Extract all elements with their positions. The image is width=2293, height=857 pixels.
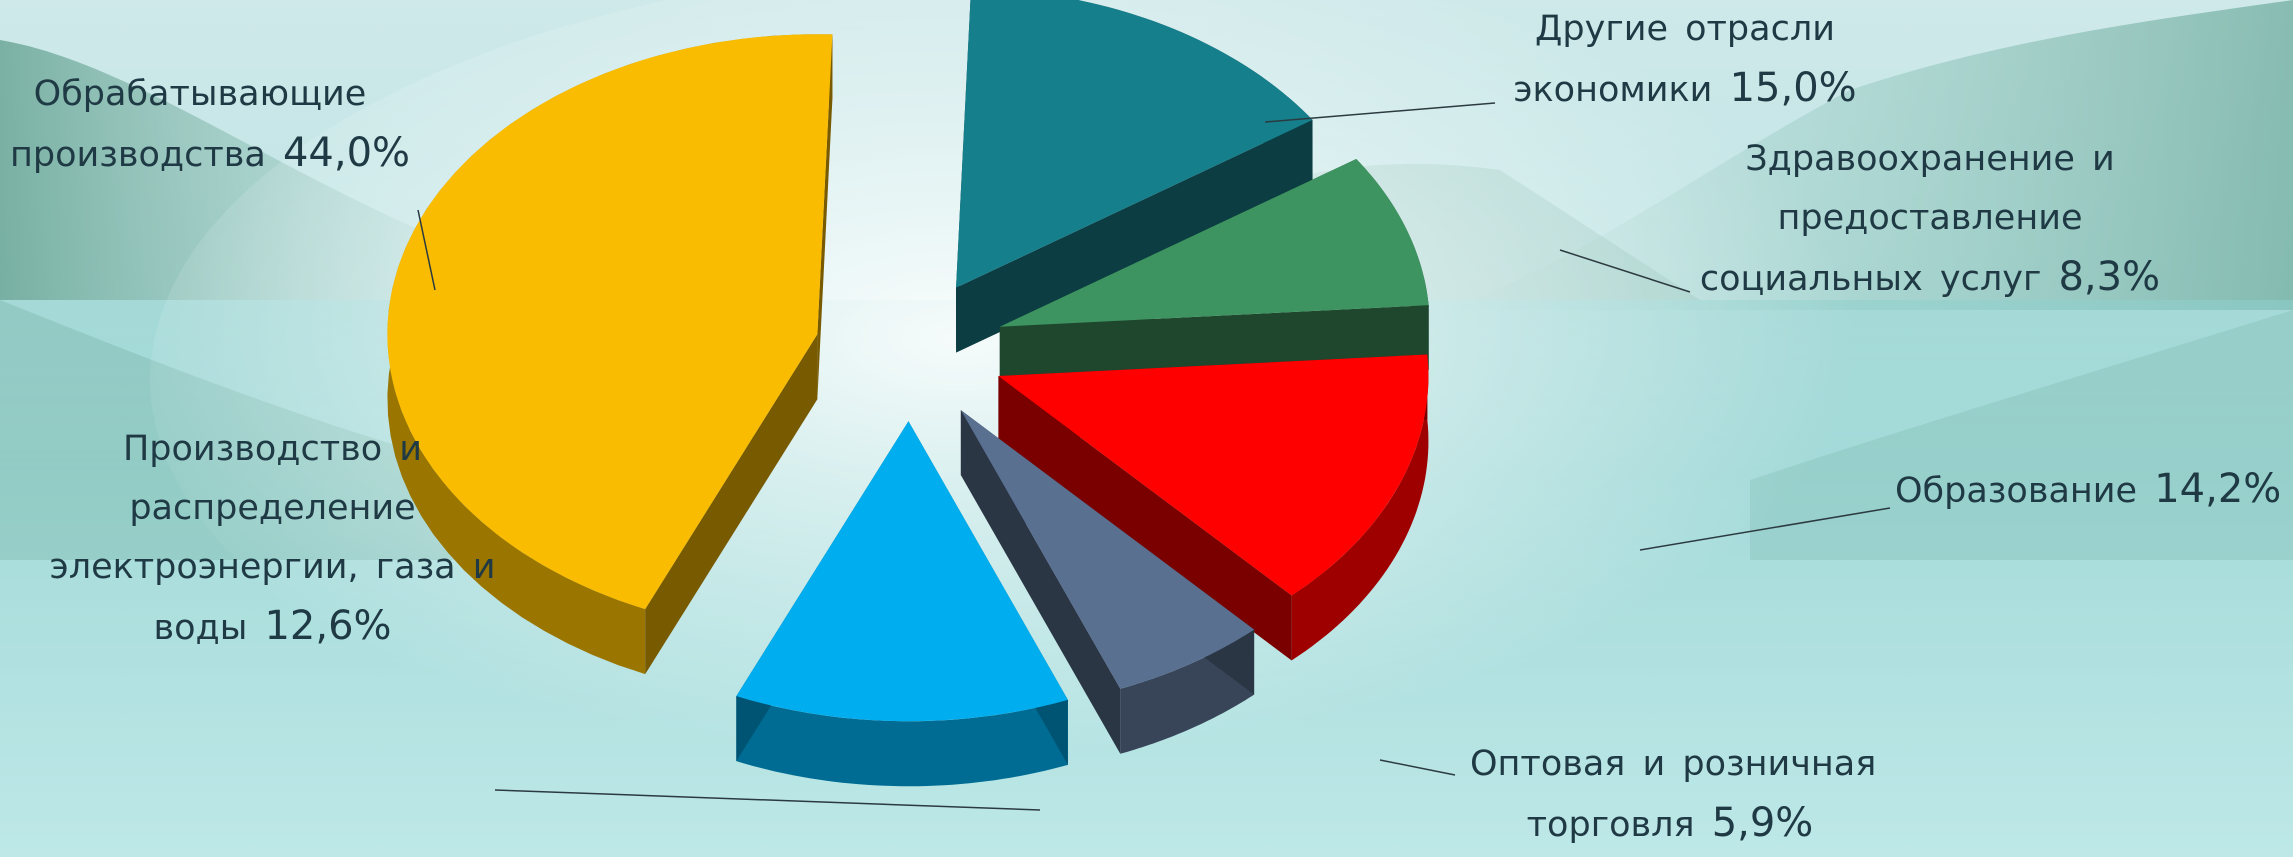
slice-education bbox=[998, 354, 1429, 661]
leader-line-other bbox=[1264, 102, 1496, 123]
data-label-trade: Оптовая и розничная торговля 5,9% bbox=[1470, 735, 1876, 855]
data-label-line: воды 12,6% bbox=[30, 597, 515, 658]
leader-line-energy bbox=[494, 789, 1041, 811]
slice-wall-energy bbox=[736, 696, 1068, 787]
data-label-line: социальных услуг 8,3% bbox=[1695, 248, 2165, 309]
slice-side-manufacturing bbox=[817, 34, 833, 400]
data-label-percent: 12,6% bbox=[264, 603, 392, 649]
data-label-text: предоставление bbox=[1777, 198, 2083, 238]
data-label-health: Здравоохранение и предоставление социальны… bbox=[1695, 130, 2165, 309]
data-label-line: предоставление bbox=[1695, 189, 2165, 248]
data-label-line: распределение bbox=[30, 479, 515, 538]
slice-top-trade bbox=[960, 410, 1255, 689]
data-label-percent: 5,9% bbox=[1711, 800, 1814, 846]
data-label-text: Здравоохранение и bbox=[1745, 139, 2115, 179]
data-label-text: производства bbox=[10, 135, 266, 175]
slice-top-energy bbox=[736, 421, 1068, 722]
data-label-text: Образование bbox=[1895, 471, 2138, 511]
data-label-text: Обрабатывающие bbox=[33, 74, 367, 114]
data-label-text: торговля bbox=[1526, 805, 1695, 845]
data-label-percent: 8,3% bbox=[2058, 254, 2161, 300]
data-label-energy: Производство и распределение электроэнерги… bbox=[30, 420, 515, 658]
data-label-text: распределение bbox=[129, 488, 416, 528]
data-label-text: электроэнергии, газа и bbox=[49, 547, 496, 587]
leader-line-health bbox=[1559, 249, 1691, 293]
data-label-text: воды bbox=[153, 608, 248, 648]
leader-line-trade bbox=[1379, 759, 1456, 776]
slice-side-other bbox=[956, 119, 1313, 353]
data-label-education: Образование 14,2% bbox=[1895, 460, 2282, 521]
slice-side-trade bbox=[960, 410, 1121, 754]
data-label-text: Другие отрасли bbox=[1535, 9, 1835, 49]
data-label-manufacturing: Обрабатывающие производства 44,0% bbox=[10, 65, 410, 185]
data-label-percent: 44,0% bbox=[282, 130, 411, 176]
data-label-line: производства 44,0% bbox=[10, 124, 410, 185]
slice-top-education bbox=[998, 354, 1429, 596]
data-label-line: Здравоохранение и bbox=[1695, 130, 2165, 189]
data-label-percent: 15,0% bbox=[1729, 65, 1857, 111]
data-label-text: экономики bbox=[1513, 70, 1713, 110]
data-label-line: Образование 14,2% bbox=[1895, 460, 2282, 521]
data-label-line: Производство и bbox=[30, 420, 515, 479]
data-label-line: Обрабатывающие bbox=[10, 65, 390, 124]
data-label-line: экономики 15,0% bbox=[1495, 59, 1875, 120]
data-label-line: электроэнергии, газа и bbox=[30, 538, 515, 597]
slice-trade bbox=[960, 410, 1255, 754]
slices-layer bbox=[387, 0, 1429, 787]
slice-side-education bbox=[998, 376, 1292, 661]
data-label-line: Другие отрасли bbox=[1495, 0, 1875, 59]
slice-manufacturing bbox=[387, 34, 833, 675]
slice-energy bbox=[736, 421, 1068, 787]
leader-lines bbox=[417, 102, 1891, 811]
slice-other bbox=[956, 0, 1313, 353]
slice-top-manufacturing bbox=[387, 34, 833, 610]
slice-wall-education bbox=[1291, 354, 1429, 661]
slice-top-other bbox=[956, 0, 1313, 288]
data-label-text: социальных услуг bbox=[1699, 259, 2042, 299]
data-label-text: Оптовая и розничная bbox=[1470, 744, 1877, 784]
slice-top-health bbox=[999, 158, 1429, 327]
slice-side-manufacturing bbox=[645, 334, 818, 675]
leader-line-manufacturing bbox=[417, 209, 436, 291]
data-label-percent: 14,2% bbox=[2154, 466, 2282, 512]
data-label-line: торговля 5,9% bbox=[1470, 794, 1870, 855]
data-label-other: Другие отрасли экономики 15,0% bbox=[1495, 0, 1875, 120]
data-label-line: Оптовая и розничная bbox=[1470, 735, 1876, 794]
leader-line-education bbox=[1639, 507, 1891, 551]
data-label-text: Производство и bbox=[122, 429, 423, 469]
